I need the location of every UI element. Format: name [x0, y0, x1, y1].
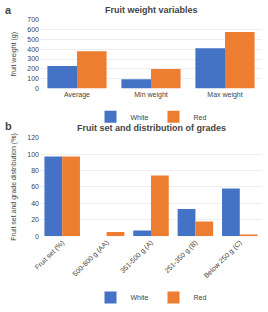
svg-text:400: 400 [27, 46, 39, 53]
svg-text:Red: Red [194, 114, 207, 121]
svg-text:300: 300 [27, 55, 39, 62]
svg-text:Fruit set and grade distributi: Fruit set and grade distribution (%) [10, 133, 18, 240]
svg-text:a: a [5, 4, 12, 16]
svg-text:Average: Average [64, 91, 90, 99]
svg-text:Fruit set (%): Fruit set (%) [33, 239, 66, 272]
svg-text:120: 120 [27, 134, 39, 141]
svg-text:100: 100 [27, 151, 39, 158]
svg-text:Red: Red [194, 294, 207, 301]
svg-text:80: 80 [31, 167, 39, 174]
svg-text:251-350 g (B): 251-350 g (B) [163, 239, 199, 275]
svg-text:600: 600 [27, 26, 39, 33]
svg-text:500: 500 [27, 36, 39, 43]
svg-text:0: 0 [35, 85, 39, 92]
svg-text:fruit weight (g): fruit weight (g) [10, 32, 18, 76]
svg-text:b: b [5, 120, 12, 132]
svg-text:500-800 g (AA): 500-800 g (AA) [71, 239, 110, 278]
svg-text:Min weight: Min weight [134, 91, 168, 99]
svg-text:White: White [131, 294, 149, 301]
svg-text:100: 100 [27, 75, 39, 82]
svg-text:700: 700 [27, 16, 39, 23]
svg-text:60: 60 [31, 183, 39, 190]
svg-text:351-500 g (A): 351-500 g (A) [119, 239, 155, 275]
svg-text:200: 200 [27, 65, 39, 72]
svg-text:Below 250 g (C): Below 250 g (C) [203, 239, 244, 280]
svg-text:Fruit set and distribution of: Fruit set and distribution of grades [77, 123, 226, 133]
svg-text:0: 0 [35, 233, 39, 240]
svg-text:Fruit weight variables: Fruit weight variables [105, 5, 198, 15]
svg-text:40: 40 [31, 200, 39, 207]
svg-text:White: White [131, 114, 149, 121]
svg-text:Max weight: Max weight [207, 91, 242, 99]
svg-text:20: 20 [31, 216, 39, 223]
